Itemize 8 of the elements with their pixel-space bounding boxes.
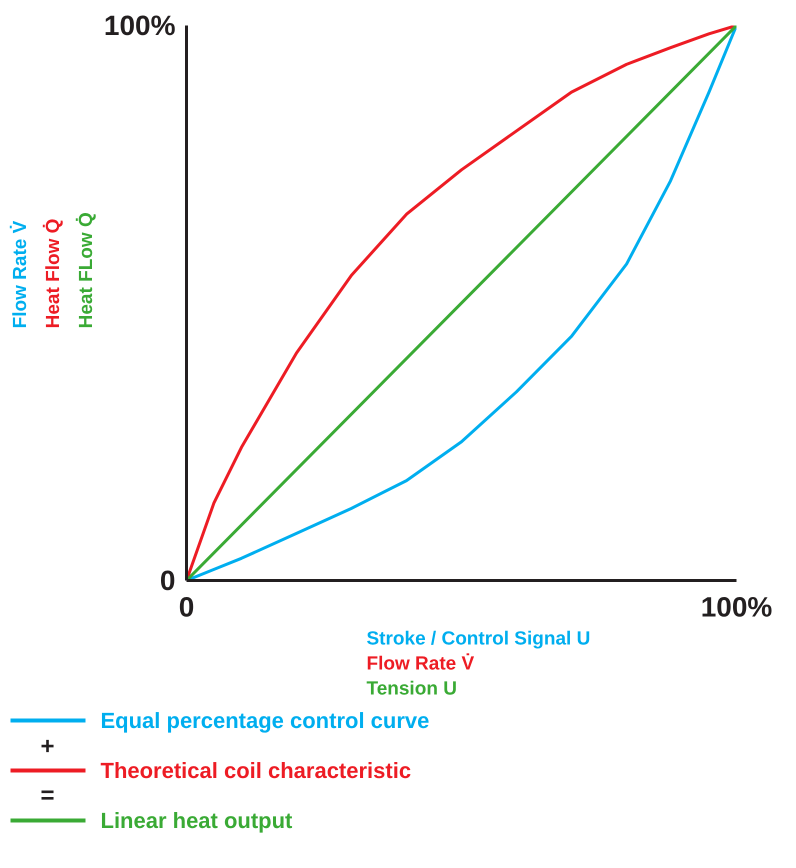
legend-label: Theoretical coil characteristic — [100, 758, 412, 783]
text: = — [40, 782, 55, 809]
legend-label: Equal percentage control curve — [100, 708, 430, 733]
text: + — [40, 733, 55, 760]
y-axis-title: Flow Rate V̇ Heat Flow Q̇ Heat FLow Q̇ — [9, 212, 97, 328]
x-axis-title: Stroke / Control Signal U Flow Rate V̇ Tension U — [366, 628, 590, 700]
legend-label: Linear heat output — [100, 808, 294, 833]
line-series — [186, 26, 736, 580]
